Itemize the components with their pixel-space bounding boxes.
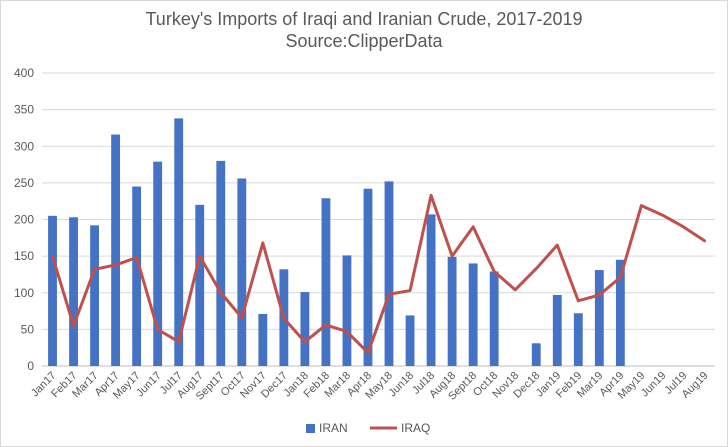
y-tick-label: 50 — [21, 322, 35, 336]
bar-iran — [153, 161, 163, 366]
bar-iran — [594, 270, 604, 366]
y-tick-label: 250 — [14, 176, 34, 190]
legend: IRAN IRAQ — [306, 421, 430, 435]
bar-iran — [174, 118, 184, 366]
legend-label-iraq: IRAQ — [401, 421, 430, 435]
bar-iran — [342, 255, 352, 366]
bar-iran — [69, 217, 78, 366]
legend-swatch-iran — [306, 424, 315, 433]
series-line-iraq — [51, 193, 706, 355]
y-axis-ticks: 0 50 100 150 200 250 300 350 400 — [14, 66, 34, 373]
chart-title-block: Turkey's Imports of Iraqi and Iranian Cr… — [0, 8, 728, 52]
bar-iran — [216, 160, 226, 366]
chart-subtitle: Source:ClipperData — [285, 31, 443, 51]
bar-iran — [573, 313, 583, 366]
bar-iran — [468, 263, 478, 366]
y-tick-label: 300 — [14, 139, 34, 153]
y-tick-label: 400 — [14, 66, 34, 80]
bar-iran — [384, 181, 394, 366]
bar-iran — [195, 204, 205, 366]
chart-title: Turkey's Imports of Iraqi and Iranian Cr… — [145, 9, 583, 29]
iran-bars — [48, 118, 625, 366]
bar-iran — [405, 315, 415, 366]
bar-iran — [615, 259, 625, 366]
y-tick-label: 350 — [14, 103, 34, 117]
bar-iran — [48, 215, 57, 366]
bar-iran — [426, 214, 436, 366]
y-tick-label: 0 — [27, 359, 34, 373]
bar-iran — [90, 225, 99, 366]
bar-iran — [111, 134, 121, 366]
bar-iran — [531, 343, 541, 366]
legend-label-iran: IRAN — [319, 421, 348, 435]
y-tick-label: 100 — [14, 286, 34, 300]
bar-iran — [321, 198, 331, 366]
y-tick-label: 200 — [14, 213, 34, 227]
bar-iran — [552, 294, 562, 366]
iraq-line — [51, 193, 706, 355]
bar-iran — [489, 271, 499, 366]
bar-iran — [258, 313, 268, 366]
y-tick-label: 150 — [14, 249, 34, 263]
bar-iran — [237, 178, 247, 366]
bar-iran — [447, 256, 457, 366]
bar-iran — [363, 188, 373, 366]
x-axis-ticks: Jan17Feb17Mar17Apr17May17Jun17Jul17Aug17… — [29, 370, 711, 403]
bar-iran — [300, 292, 310, 366]
bar-iran — [132, 186, 142, 366]
